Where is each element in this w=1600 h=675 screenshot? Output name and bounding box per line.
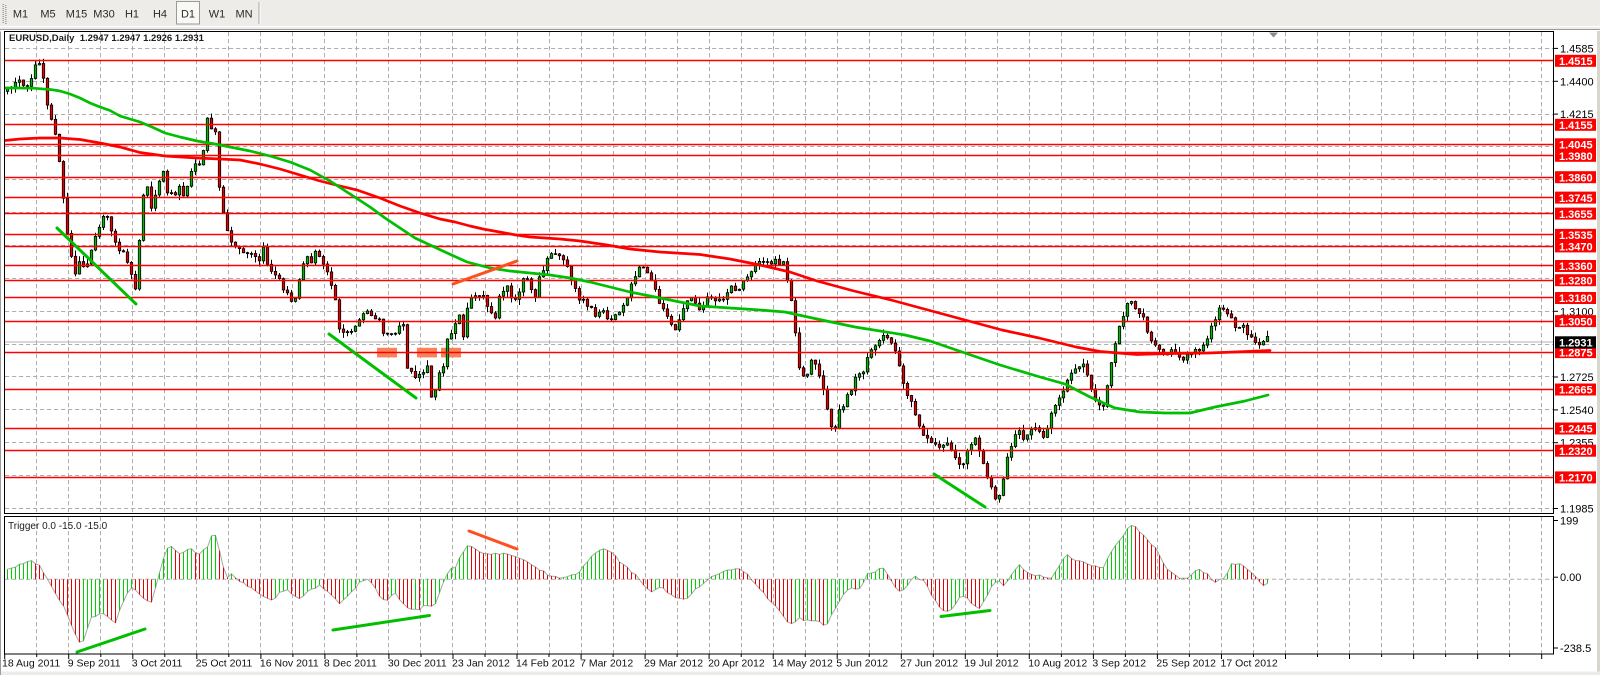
svg-text:20 Apr 2012: 20 Apr 2012 <box>708 658 765 670</box>
svg-text:1.3535: 1.3535 <box>1559 230 1593 242</box>
svg-text:19 Jul 2012: 19 Jul 2012 <box>964 658 1018 670</box>
svg-text:16 Nov 2011: 16 Nov 2011 <box>260 658 319 670</box>
svg-text:1.4215: 1.4215 <box>1560 109 1594 121</box>
svg-text:EURUSD,Daily 1.2947 1.2947 1.: EURUSD,Daily 1.2947 1.2947 1.2926 1.2931 <box>9 33 205 44</box>
svg-text:1.3980: 1.3980 <box>1559 151 1593 163</box>
svg-text:1.3050: 1.3050 <box>1559 316 1593 328</box>
svg-text:1.2931: 1.2931 <box>1559 338 1593 350</box>
svg-text:199: 199 <box>1560 516 1578 528</box>
svg-text:H4: H4 <box>153 9 167 21</box>
svg-text:1.1985: 1.1985 <box>1560 504 1594 516</box>
svg-text:1.3655: 1.3655 <box>1559 209 1593 221</box>
svg-text:5 Jun 2012: 5 Jun 2012 <box>836 658 888 670</box>
svg-text:17 Oct 2012: 17 Oct 2012 <box>1221 658 1278 670</box>
svg-text:1.2665: 1.2665 <box>1559 385 1593 397</box>
svg-text:7 Mar 2012: 7 Mar 2012 <box>580 658 633 670</box>
svg-text:1.2725: 1.2725 <box>1560 372 1594 384</box>
svg-text:8 Dec 2011: 8 Dec 2011 <box>324 658 377 670</box>
svg-text:Trigger 0.0 -15.0 -15.0: Trigger 0.0 -15.0 -15.0 <box>8 521 108 532</box>
svg-text:1.2445: 1.2445 <box>1559 424 1593 436</box>
svg-text:18 Aug 2011: 18 Aug 2011 <box>2 658 60 670</box>
svg-text:23 Jan 2012: 23 Jan 2012 <box>452 658 510 670</box>
svg-text:M5: M5 <box>40 9 55 21</box>
svg-text:1.3180: 1.3180 <box>1559 293 1593 305</box>
svg-text:W1: W1 <box>209 9 226 21</box>
svg-text:25 Sep 2012: 25 Sep 2012 <box>1156 658 1216 670</box>
svg-text:H1: H1 <box>125 9 139 21</box>
svg-text:0.00: 0.00 <box>1560 572 1581 584</box>
svg-text:1.4155: 1.4155 <box>1559 120 1593 132</box>
svg-text:M15: M15 <box>66 9 87 21</box>
svg-text:1.4515: 1.4515 <box>1559 56 1593 68</box>
svg-text:1.2170: 1.2170 <box>1559 473 1593 485</box>
svg-text:1.2875: 1.2875 <box>1559 347 1593 359</box>
svg-text:1.3280: 1.3280 <box>1559 275 1593 287</box>
svg-text:MN: MN <box>235 9 252 21</box>
svg-text:30 Dec 2011: 30 Dec 2011 <box>388 658 447 670</box>
svg-text:D1: D1 <box>181 9 195 21</box>
svg-text:1.4400: 1.4400 <box>1560 76 1594 88</box>
svg-text:M30: M30 <box>93 9 114 21</box>
svg-text:27 Jun 2012: 27 Jun 2012 <box>900 658 958 670</box>
svg-text:1.3860: 1.3860 <box>1559 172 1593 184</box>
svg-text:1.4585: 1.4585 <box>1560 43 1594 55</box>
svg-text:10 Aug 2012: 10 Aug 2012 <box>1028 658 1087 670</box>
svg-text:3 Sep 2012: 3 Sep 2012 <box>1092 658 1146 670</box>
svg-text:1.3360: 1.3360 <box>1559 261 1593 273</box>
svg-text:25 Oct 2011: 25 Oct 2011 <box>196 658 253 670</box>
svg-text:14 Feb 2012: 14 Feb 2012 <box>516 658 575 670</box>
svg-text:1.3745: 1.3745 <box>1559 193 1593 205</box>
svg-text:-238.5: -238.5 <box>1560 643 1591 655</box>
svg-text:9 Sep 2011: 9 Sep 2011 <box>68 658 121 670</box>
svg-text:1.2320: 1.2320 <box>1559 446 1593 458</box>
svg-text:1.2540: 1.2540 <box>1560 405 1594 417</box>
svg-text:14 May 2012: 14 May 2012 <box>772 658 833 670</box>
svg-text:M1: M1 <box>13 9 28 21</box>
svg-text:1.3470: 1.3470 <box>1559 242 1593 254</box>
svg-text:29 Mar 2012: 29 Mar 2012 <box>644 658 703 670</box>
svg-text:3 Oct 2011: 3 Oct 2011 <box>132 658 183 670</box>
svg-text:1.4045: 1.4045 <box>1559 139 1593 151</box>
